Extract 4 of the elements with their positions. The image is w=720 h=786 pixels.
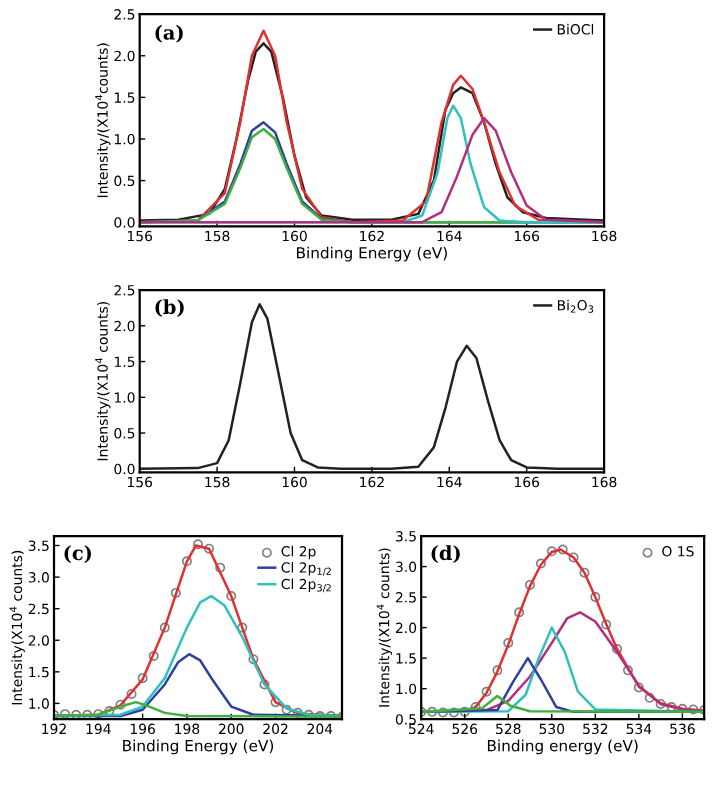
annotation: (a) — [155, 24, 183, 43]
annotation: (c) — [64, 545, 92, 564]
annotation: (d) — [431, 545, 460, 564]
annotation: (b) — [155, 299, 184, 317]
